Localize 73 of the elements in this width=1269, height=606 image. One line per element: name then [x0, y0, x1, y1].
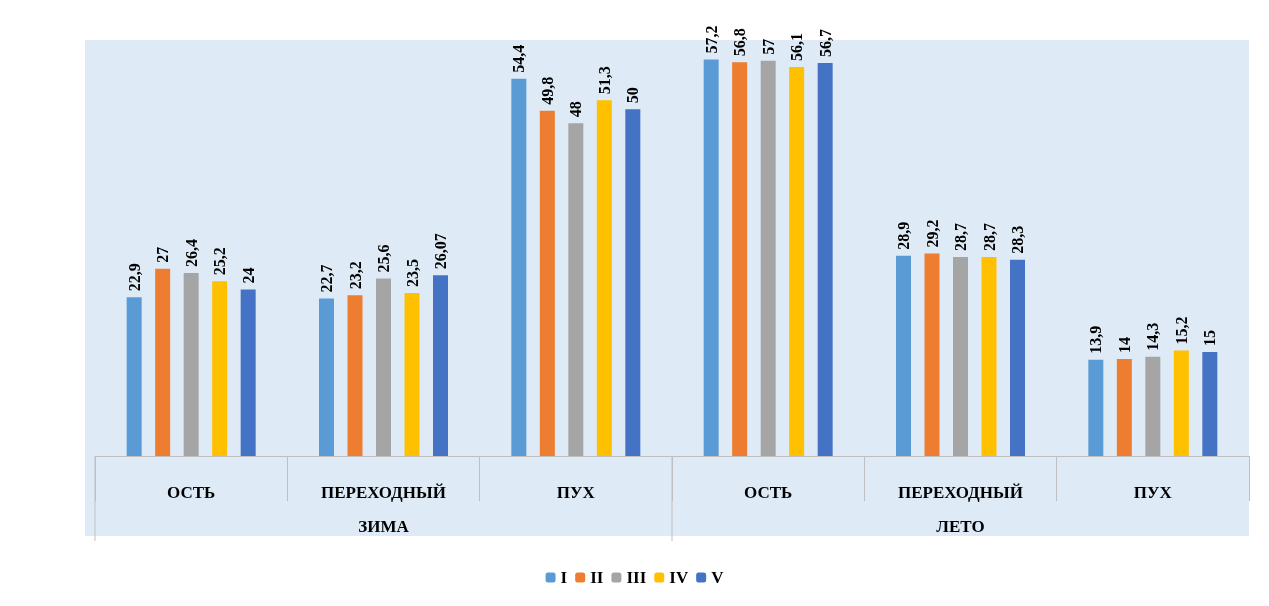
legend-label: I — [560, 568, 568, 587]
bar — [539, 110, 555, 456]
data-label: 26,07 — [432, 233, 449, 270]
data-label: 28,7 — [980, 223, 998, 252]
bar — [1116, 358, 1132, 456]
x-tick-label: ОСТЬ — [167, 483, 216, 502]
legend-label: II — [590, 568, 604, 587]
legend-label: III — [626, 568, 647, 587]
bar — [625, 109, 641, 456]
bar — [1088, 359, 1104, 456]
bar — [1202, 352, 1218, 456]
bar — [511, 78, 527, 456]
bar — [240, 289, 256, 456]
x-tick-label: ПЕРЕХОДНЫЙ — [898, 483, 1023, 502]
data-label: 22,7 — [318, 264, 335, 293]
data-label: 28,9 — [895, 221, 912, 250]
data-label: 29,2 — [923, 219, 941, 248]
bar — [896, 255, 911, 456]
text: ЗИМА — [358, 516, 410, 536]
data-label: 15,2 — [1172, 316, 1190, 345]
x-tick-label: ПЕРЕХОДНЫЙ — [321, 483, 446, 502]
data-label: 56,8 — [731, 28, 749, 57]
data-label: 25,2 — [211, 247, 229, 276]
bar — [347, 295, 363, 456]
data-label: 25,6 — [375, 244, 392, 273]
data-label: 49,8 — [538, 76, 556, 105]
data-label: 27 — [154, 246, 172, 263]
legend-label: IV — [669, 568, 689, 587]
bar — [981, 257, 997, 456]
data-label: 15 — [1201, 330, 1219, 346]
data-label: 28,3 — [1009, 225, 1026, 254]
bar — [789, 67, 805, 456]
data-label: 56,7 — [816, 28, 834, 57]
data-label: 48 — [567, 101, 585, 118]
data-label: 23,2 — [346, 261, 364, 290]
data-label: 24 — [239, 267, 257, 284]
bar — [404, 293, 420, 456]
data-label: 51,3 — [595, 66, 613, 95]
bar — [568, 123, 584, 456]
data-label: 56,1 — [788, 33, 806, 62]
bar — [760, 60, 776, 456]
bar — [1145, 356, 1161, 456]
bar — [703, 59, 719, 456]
x-tick-label: ПУХ — [1133, 483, 1173, 502]
text: ЛЕТО — [936, 516, 985, 536]
data-label: 54,4 — [510, 44, 528, 73]
data-label: 50 — [624, 87, 642, 104]
bar — [376, 278, 391, 456]
bar — [817, 62, 833, 456]
data-label: 22,9 — [125, 263, 143, 292]
data-label: 28,7 — [952, 223, 969, 252]
bar — [183, 272, 199, 456]
bar — [126, 297, 142, 456]
x-tick-label: ПУХ — [556, 483, 596, 502]
legend-label: V — [711, 568, 725, 587]
data-label: 14,3 — [1144, 322, 1162, 351]
data-label: 23,5 — [403, 259, 421, 288]
data-label: 57 — [759, 38, 777, 55]
bar — [1010, 259, 1025, 456]
bar — [953, 257, 968, 456]
bar — [155, 268, 171, 456]
bar — [433, 275, 448, 456]
bar — [924, 253, 940, 456]
bar — [212, 281, 228, 456]
bar — [732, 62, 748, 456]
bar — [319, 298, 334, 456]
bar — [1173, 350, 1189, 456]
data-label: 26,4 — [182, 238, 200, 267]
data-label: 13,9 — [1087, 325, 1105, 354]
data-label: 57,2 — [702, 25, 720, 54]
data-label: 14 — [1115, 336, 1133, 353]
bar — [596, 100, 612, 456]
x-tick-label: ОСТЬ — [744, 483, 793, 502]
